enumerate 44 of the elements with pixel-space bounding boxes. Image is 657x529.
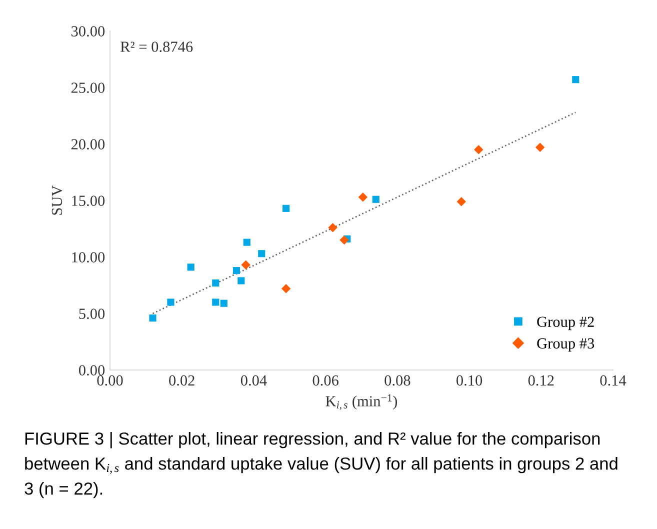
annotation: R² = 0.8746 [120,42,193,52]
x-tick-label: 0.14 [600,375,626,386]
legend-label: Group #3 [537,338,594,352]
y-tick-label: 20.00 [71,139,105,150]
point [220,300,228,307]
y-axis-title: SUV [52,185,62,215]
point [372,196,380,203]
point [535,142,545,152]
y-tick-label: 25.00 [71,82,105,94]
y-tick-label: 10.00 [72,252,105,263]
text: 3 (n = 22). [24,482,102,498]
point [474,145,484,154]
point [238,277,245,284]
x-tick-label: 0.08 [384,375,410,386]
point [232,267,240,274]
point [281,284,291,294]
y-tick-label: 30.00 [71,26,105,37]
y-tick-label: 5.00 [79,308,105,320]
x-tick-label: 0.02 [169,375,194,386]
x-tick-label: 0.06 [312,375,338,386]
point [258,250,266,258]
point [340,235,349,245]
x-tick-label: 0.04 [240,375,267,386]
point [572,76,580,84]
x-tick-label: 0.00 [97,375,123,386]
x-axis-title: K$_{i,s}$ (min$^{−1}$) [326,394,398,410]
point [282,204,290,212]
x-tick-label: 0.12 [528,375,554,386]
point [241,260,250,270]
point [456,197,466,206]
point [358,192,368,202]
point [187,264,194,271]
y-tick-label: 15.00 [72,196,105,206]
point [212,298,220,306]
point [212,279,220,287]
x-tick-label: 0.10 [456,375,482,386]
legend-label: Group #2 [537,316,594,330]
point [243,238,250,246]
caption: FIGURE 3 | Scatter plot, linear regression, and R² value for the comparison [25,432,600,448]
point [328,223,338,232]
y-tick-label: 0.00 [78,365,105,376]
point [149,314,156,322]
text: between K$_{i,s}$ and standard uptake value (SUV) for all patients in groups 2 and [25,457,618,474]
point [167,298,174,306]
